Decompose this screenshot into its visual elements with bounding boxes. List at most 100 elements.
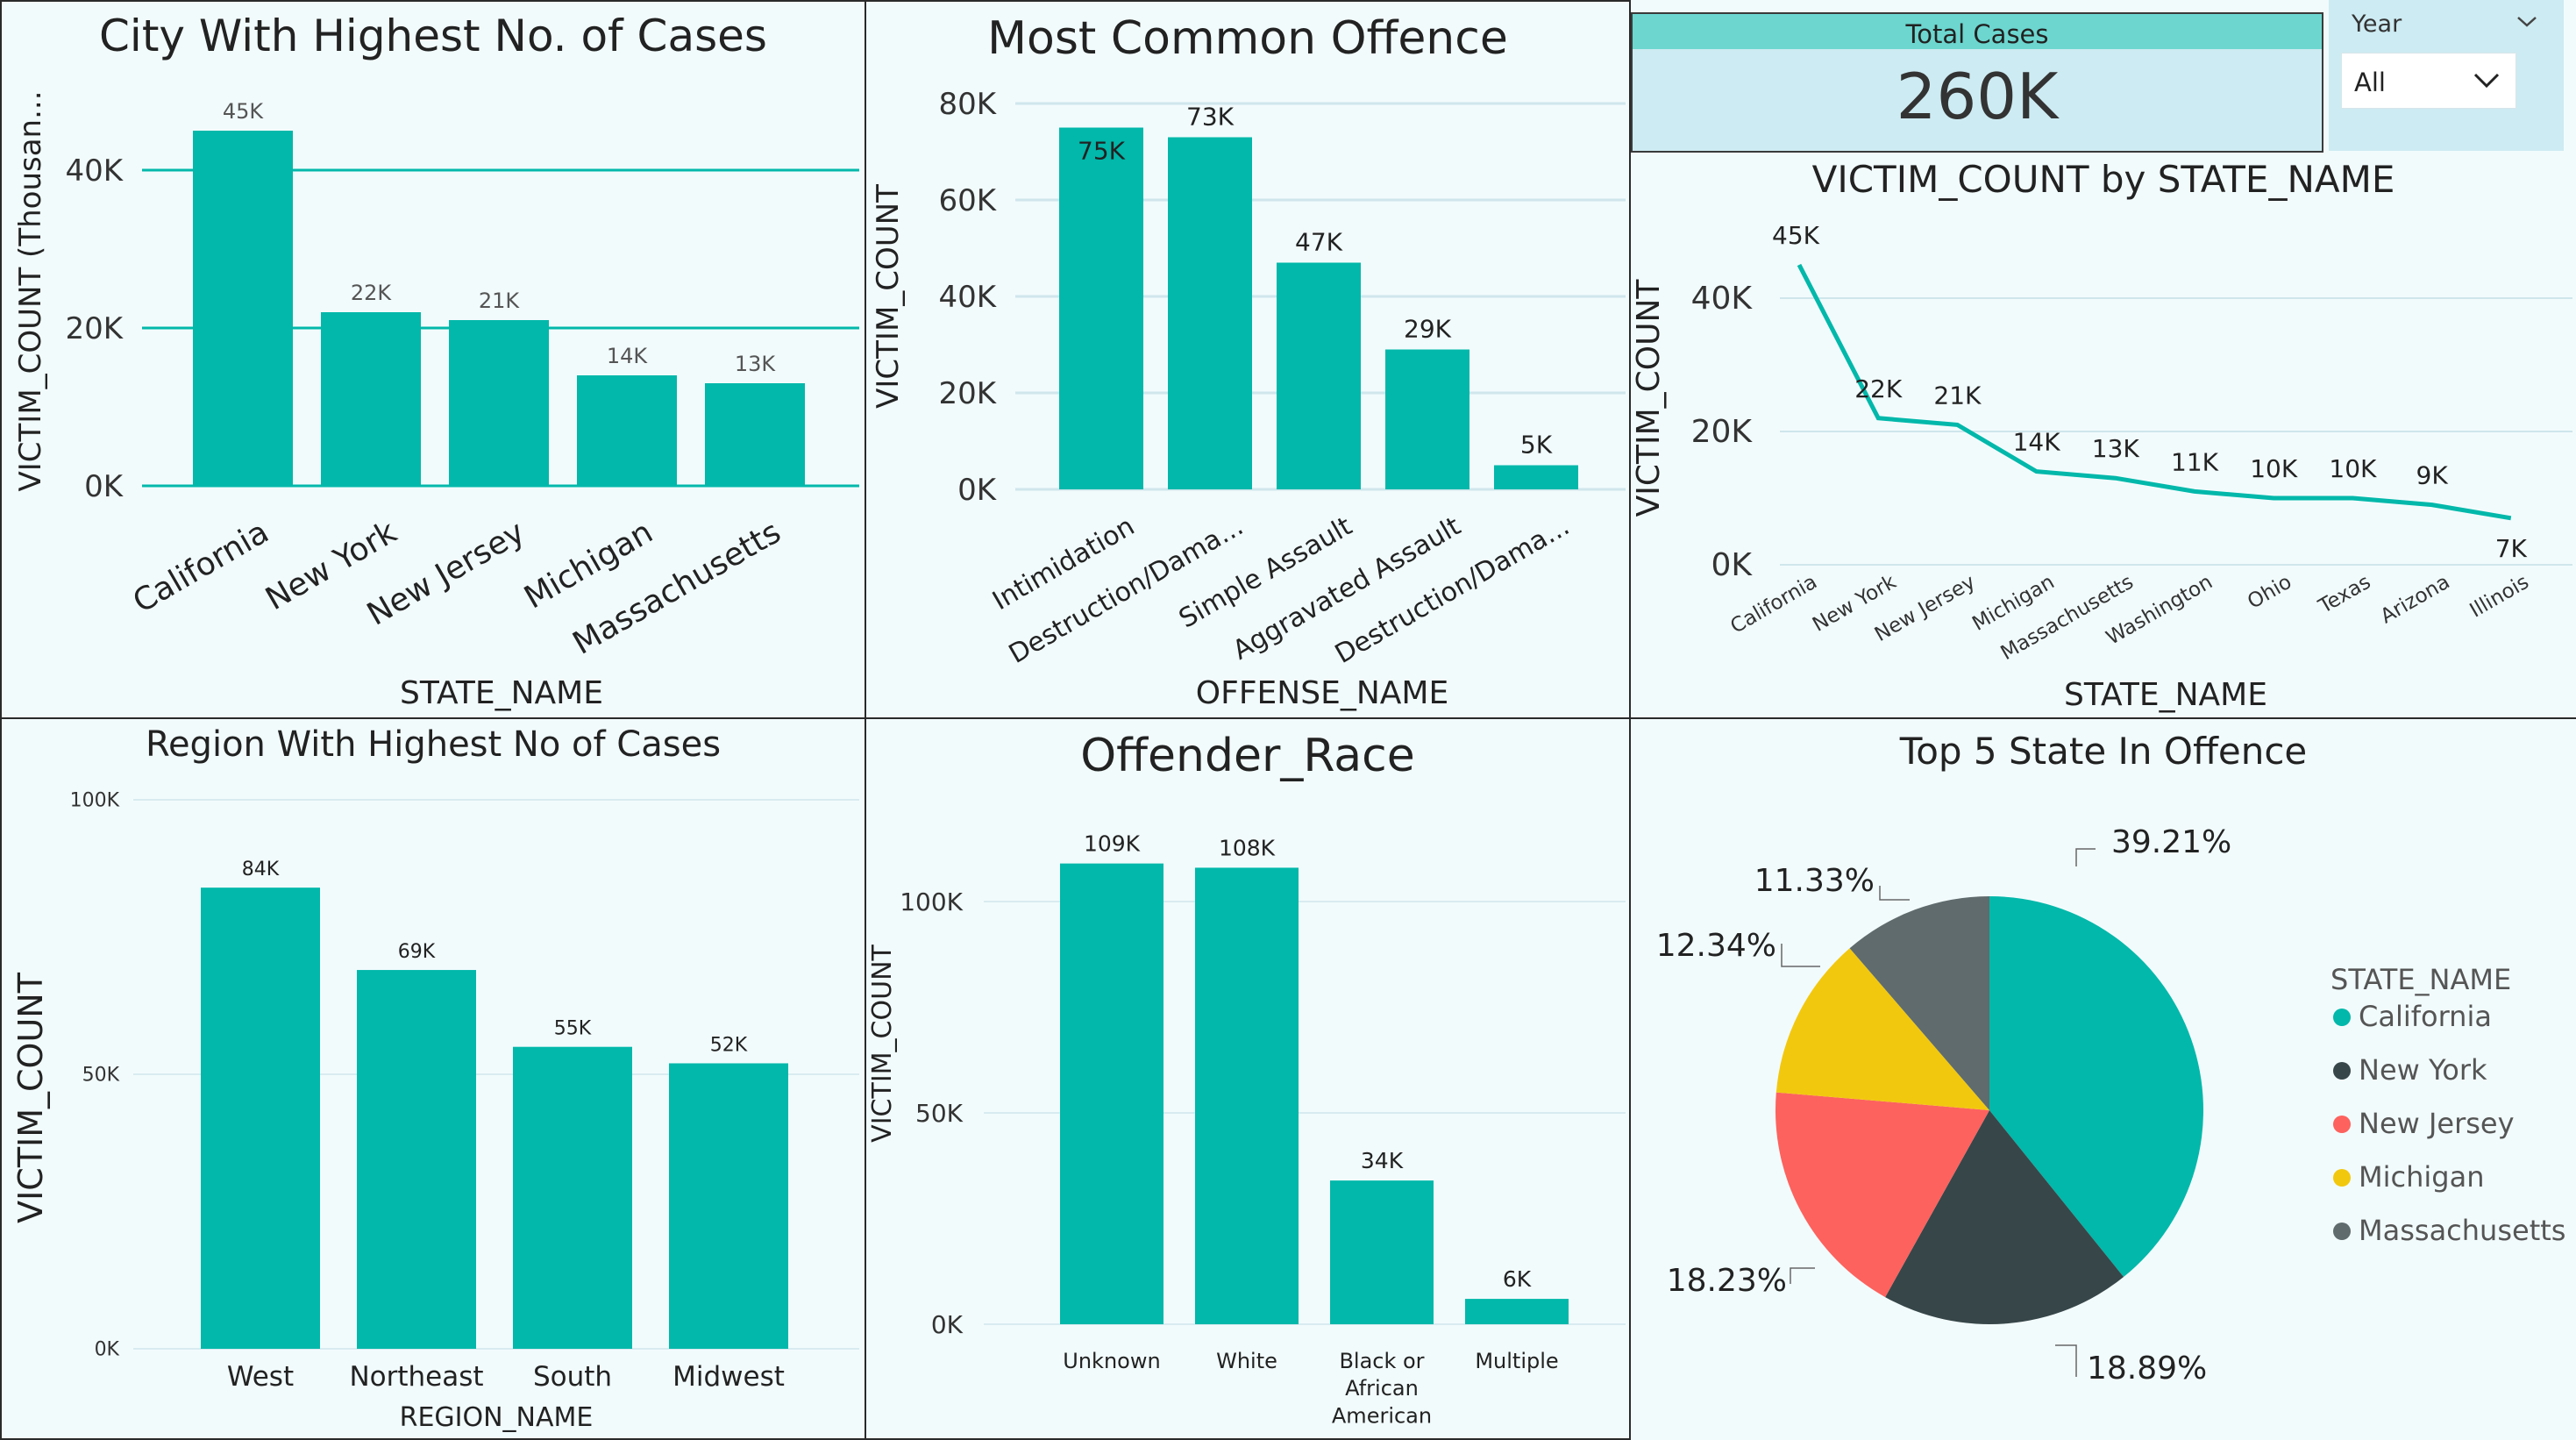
state-line-chart-panel[interactable]: VICTIM_COUNT by STATE_NAME 0K 20K 40K 45K Ca… (1631, 154, 2576, 721)
y-tick-label: 0K (84, 469, 125, 504)
slicer-label: Year (2352, 11, 2402, 38)
category-label: Multiple (1475, 1349, 1558, 1373)
legend-label: Michigan (2359, 1160, 2484, 1194)
y-tick-label: 50K (915, 1099, 964, 1128)
data-label: 29K (1404, 315, 1452, 344)
year-slicer[interactable]: Year All (2329, 0, 2564, 151)
category-label: American (1332, 1403, 1432, 1428)
data-label: 9K (2416, 461, 2449, 490)
data-label: 11K (2171, 447, 2219, 476)
data-label: 7K (2495, 534, 2528, 563)
slice-label: 18.89% (2087, 1351, 2207, 1387)
data-label: 108K (1219, 835, 1276, 860)
y-tick-label: 0K (95, 1339, 120, 1361)
category-label: Unknown (1063, 1349, 1160, 1373)
chevron-down-icon[interactable] (2516, 16, 2537, 28)
category-label: Arizona (2377, 571, 2454, 629)
race-chart-plot: 0K 50K 100K 109K Unknown 108K White 34K Black or… (867, 831, 1626, 1428)
pie-chart-title: Top 5 State In Offence (1899, 730, 2308, 773)
pie-slice (1775, 1092, 1989, 1298)
line-chart-title: VICTIM_COUNT by STATE_NAME (1811, 158, 2395, 201)
category-label: Massachusetts (567, 514, 787, 662)
data-label: 45K (223, 99, 265, 124)
leader-line (1790, 1267, 1815, 1284)
data-label: 47K (1295, 228, 1343, 257)
slice-label: 12.34% (1656, 928, 1776, 964)
legend-swatch (2333, 1116, 2351, 1133)
bar (1168, 137, 1252, 489)
year-dropdown-value: All (2354, 68, 2386, 97)
y-tick-label: 100K (70, 790, 120, 812)
offence-chart-plot: 0K20K40K60K80K75KIntimidation73KDestruct… (871, 87, 1626, 711)
category-label: California (127, 514, 275, 620)
data-label: 14K (2013, 428, 2061, 457)
leader-line (2055, 1344, 2077, 1377)
legend-label: California (2359, 1000, 2492, 1033)
y-tick-label: 100K (900, 888, 963, 916)
total-cases-card: Total Cases 260K (1631, 12, 2323, 153)
race-chart-title: Offender_Race (1080, 730, 1415, 782)
y-tick-label: 20K (938, 376, 997, 411)
bar (705, 383, 805, 486)
y-tick-label: 80K (938, 87, 997, 122)
legend-label: New Jersey (2359, 1107, 2515, 1140)
y-axis-title: VICTIM_COUNT (871, 184, 906, 409)
pie-slice (1849, 896, 1989, 1110)
bar (201, 888, 320, 1349)
x-axis-title: OFFENSE_NAME (1196, 675, 1448, 711)
y-tick-label: 40K (65, 153, 124, 189)
chevron-down-icon[interactable] (2473, 73, 2500, 89)
bar (321, 312, 421, 486)
slice-label: 11.33% (1754, 863, 1875, 899)
data-label: 14K (607, 344, 649, 368)
category-label: West (227, 1361, 294, 1393)
region-chart-plot: 0K 50K 100K 84K West 69K Northeast 55K South 52K M… (11, 790, 859, 1433)
leader-line (1879, 886, 1910, 901)
y-tick-label: 20K (1691, 414, 1754, 450)
legend-swatch (2333, 1062, 2351, 1080)
y-axis-title: VICTIM_COUNT (867, 945, 898, 1143)
offence-chart-panel[interactable]: Most Common Offence 0K 20K 40K 60K 80K 75K Int… (865, 0, 1631, 719)
bar (1385, 349, 1469, 489)
city-chart-title: City With Highest No. of Cases (99, 11, 767, 61)
category-label: Ohio (2244, 571, 2295, 614)
bar (449, 320, 549, 486)
bar (1494, 465, 1578, 489)
data-label: 10K (2329, 454, 2377, 483)
category-label: Northeast (349, 1361, 483, 1393)
y-axis-title: VICTIM_COUNT (1631, 279, 1667, 517)
city-chart-panel[interactable]: City With Highest No. of Cases 0K 20K 40K 4… (0, 0, 866, 719)
category-label: Black or (1339, 1349, 1424, 1373)
offender-race-panel[interactable]: Offender_Race 0K 50K 100K 109K Unknown 108K Wh… (865, 717, 1631, 1440)
top5-pie-panel[interactable]: Top 5 State In Offence 39.21% 18.89% 18.23… (1629, 717, 2576, 1440)
year-dropdown[interactable]: All (2341, 53, 2516, 109)
legend-swatch (2333, 1223, 2351, 1240)
pie-slice (1885, 1110, 2124, 1324)
y-tick-label: 0K (931, 1310, 964, 1339)
data-label: 75K (1078, 137, 1126, 166)
data-label: 34K (1361, 1148, 1404, 1173)
data-label: 21K (479, 289, 521, 313)
region-chart-title: Region With Highest No of Cases (145, 724, 722, 765)
kpi-header-band (1633, 14, 2322, 49)
data-label: 21K (1933, 381, 1982, 410)
y-axis-title: VICTIM_COUNT (11, 972, 50, 1223)
y-tick-label: 50K (82, 1065, 120, 1087)
leader-line (2075, 848, 2096, 866)
bar (1465, 1299, 1569, 1324)
y-tick-label: 40K (1691, 281, 1754, 317)
bar (669, 1063, 788, 1349)
y-axis-title: VICTIM_COUNT (Thousan... (13, 90, 48, 491)
slice-label: 18.23% (1667, 1263, 1787, 1299)
data-label: 13K (735, 352, 777, 376)
bar (357, 970, 476, 1349)
bar (1059, 127, 1143, 489)
data-label: 45K (1772, 221, 1820, 250)
region-chart-panel[interactable]: Region With Highest No of Cases 0K 50K 100… (0, 717, 866, 1440)
bar (577, 375, 677, 486)
bar (1330, 1180, 1434, 1324)
category-label: South (533, 1361, 612, 1393)
pie-slice (1989, 896, 2203, 1278)
kpi-label: Total Cases (1905, 19, 2049, 49)
